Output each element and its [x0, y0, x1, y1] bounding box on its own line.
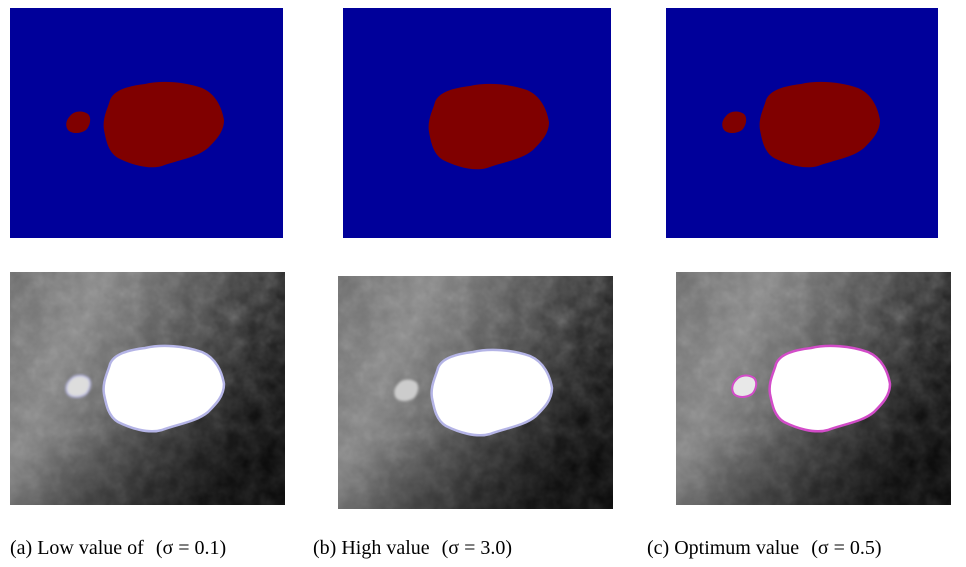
- caption-text: (c) Optimum value: [647, 537, 799, 559]
- caption-text: (a) Low value of: [10, 537, 144, 559]
- figure-canvas: (a) Low value of (σ = 0.1) (b) High value…: [0, 0, 966, 567]
- label-map-b: [343, 8, 611, 238]
- caption-formula: (σ = 3.0): [442, 537, 512, 559]
- caption-formula: (σ = 0.1): [156, 537, 226, 559]
- caption-formula: (σ = 0.5): [811, 537, 881, 559]
- segmentation-c: [676, 272, 951, 505]
- caption-a: (a) Low value of (σ = 0.1): [10, 537, 226, 559]
- segmentation-b: [338, 276, 613, 509]
- figure: (a) Low value of (σ = 0.1) (b) High value…: [0, 0, 966, 567]
- label-map-a: [10, 8, 283, 238]
- caption-c: (c) Optimum value (σ = 0.5): [647, 537, 882, 559]
- segmentation-a: [10, 272, 285, 505]
- label-map-c: [666, 8, 938, 238]
- caption-b: (b) High value (σ = 3.0): [313, 537, 512, 559]
- caption-text: (b) High value: [313, 537, 430, 559]
